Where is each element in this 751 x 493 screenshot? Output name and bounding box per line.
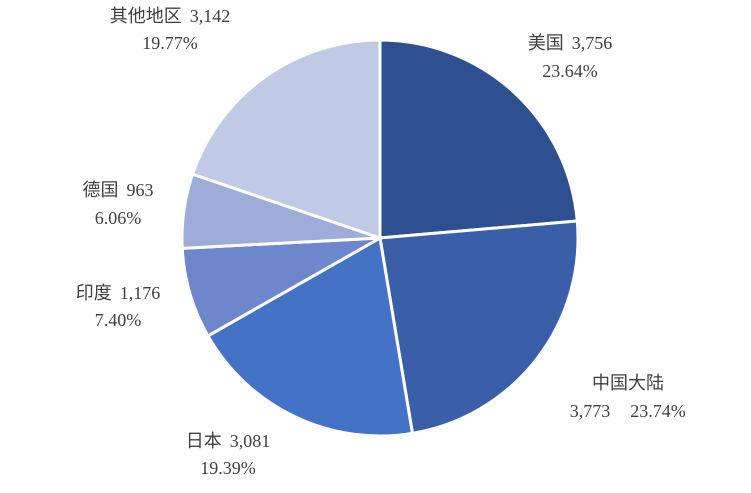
value-label: 3,081: [230, 431, 271, 451]
slice-label: 日本 3,081: [186, 431, 271, 451]
slice-label: 其他地区 3,142: [110, 6, 231, 26]
category-label: 其他地区: [110, 6, 182, 26]
value-label: 3,756: [572, 33, 613, 53]
slice-label: 德国 963: [83, 180, 154, 200]
slice-label: 美国 3,756: [528, 33, 613, 53]
pie-slice: [378, 219, 580, 436]
pie-slice: [378, 38, 579, 240]
percent-label: 19.39%: [200, 458, 256, 478]
value-label: 3,142: [190, 6, 231, 26]
percent-label: 23.74%: [630, 401, 686, 421]
category-label: 印度: [76, 283, 112, 303]
slice-label: 印度 1,176: [76, 283, 161, 303]
value-label: 1,176: [120, 283, 161, 303]
pie-slice: [190, 38, 382, 241]
category-label: 美国: [528, 33, 564, 53]
category-label: 中国大陆: [592, 373, 664, 393]
percent-label: 6.06%: [95, 208, 142, 228]
category-label: 日本: [186, 431, 222, 451]
category-label: 德国: [83, 180, 119, 200]
pie-slice: [205, 235, 415, 438]
value-label: 963: [127, 180, 154, 200]
percent-label: 23.64%: [542, 61, 598, 81]
percent-label: 19.77%: [142, 33, 198, 53]
value-label: 3,773: [570, 401, 611, 421]
percent-label: 7.40%: [95, 310, 142, 330]
